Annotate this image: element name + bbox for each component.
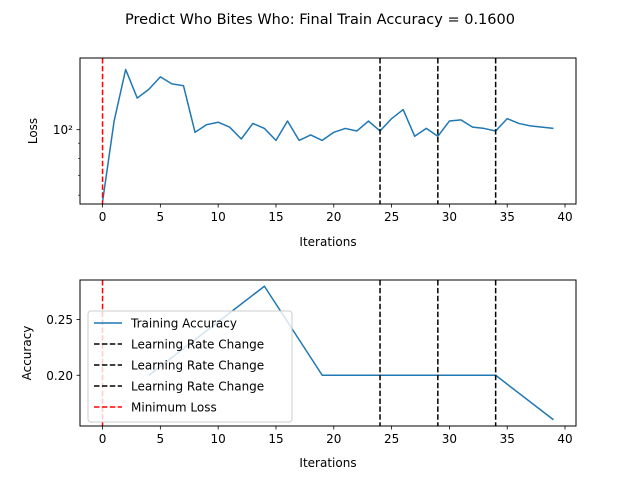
loss-subplot: 0 5 10 15 20 25 30 35 40 10² Iterations Loss xyxy=(26,57,577,249)
loss-xtick-label: 20 xyxy=(326,210,341,224)
accuracy-subplot: 0 5 10 15 20 25 30 35 40 0.20 0.25 Iterations Accu… xyxy=(20,279,577,470)
accuracy-xtick-label: 15 xyxy=(268,432,283,446)
accuracy-xtick-label: 25 xyxy=(384,432,399,446)
accuracy-xtick-label: 0 xyxy=(99,432,107,446)
legend-label: Training Accuracy xyxy=(130,317,237,331)
loss-xtick-label: 0 xyxy=(99,210,107,224)
legend-label: Learning Rate Change xyxy=(131,380,264,394)
loss-axes-frame xyxy=(79,57,577,205)
loss-plot-marks xyxy=(101,58,554,204)
loss-ytick-label: 10² xyxy=(53,123,73,137)
legend-box xyxy=(87,310,293,423)
accuracy-xtick-label: 35 xyxy=(500,432,515,446)
accuracy-xtick-label: 10 xyxy=(211,432,226,446)
legend-label: Minimum Loss xyxy=(131,401,217,415)
figure-title: Predict Who Bites Who: Final Train Accur… xyxy=(125,12,515,28)
loss-xlabel: Iterations xyxy=(299,235,356,249)
loss-xtick-label: 40 xyxy=(557,210,572,224)
accuracy-xlabel: Iterations xyxy=(299,456,356,470)
loss-xtick-label: 5 xyxy=(157,210,165,224)
accuracy-axes-frame xyxy=(79,279,577,427)
accuracy-ytick-label: 0.25 xyxy=(46,313,73,327)
loss-xtick-label: 10 xyxy=(211,210,226,224)
accuracy-ticks: 0 5 10 15 20 25 30 35 40 0.20 0.25 xyxy=(46,313,572,446)
accuracy-xtick-label: 20 xyxy=(326,432,341,446)
accuracy-legend: Training Accuracy Learning Rate Change Lea… xyxy=(87,310,293,423)
loss-ticks: 0 5 10 15 20 25 30 35 40 10² xyxy=(53,123,573,224)
accuracy-xtick-label: 30 xyxy=(442,432,457,446)
loss-xtick-label: 25 xyxy=(384,210,399,224)
legend-label: Learning Rate Change xyxy=(131,359,264,373)
accuracy-xtick-label: 40 xyxy=(557,432,572,446)
accuracy-ytick-label: 0.20 xyxy=(46,369,73,383)
legend-label: Learning Rate Change xyxy=(131,338,264,352)
loss-series-line-0 xyxy=(101,68,554,202)
accuracy-ylabel: Accuracy xyxy=(20,326,34,381)
loss-xtick-label: 35 xyxy=(500,210,515,224)
loss-xtick-label: 30 xyxy=(442,210,457,224)
loss-ylabel: Loss xyxy=(26,118,40,144)
loss-xtick-label: 15 xyxy=(268,210,283,224)
accuracy-xtick-label: 5 xyxy=(157,432,165,446)
